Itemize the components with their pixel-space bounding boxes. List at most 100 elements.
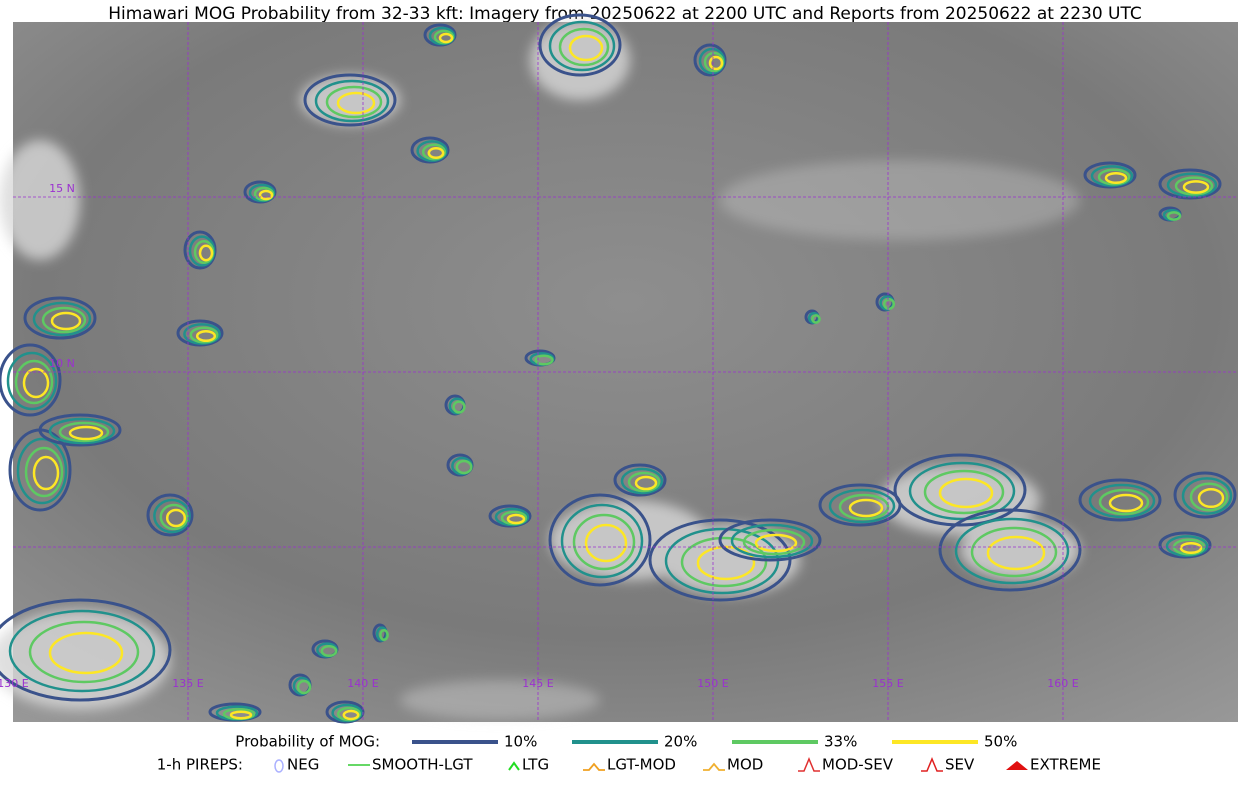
contour — [938, 477, 994, 509]
contour — [1166, 211, 1182, 221]
contour — [58, 421, 110, 443]
contour — [1179, 541, 1203, 555]
contour — [1083, 161, 1137, 189]
contour — [14, 359, 54, 405]
contour — [1090, 165, 1134, 187]
contour — [68, 425, 104, 441]
legend-label: 10% — [504, 733, 537, 751]
contour — [680, 536, 768, 588]
contour — [195, 329, 217, 343]
contour — [1166, 172, 1218, 198]
contour — [303, 73, 397, 127]
mog-contours — [0, 13, 1237, 724]
contour — [48, 631, 124, 675]
contour — [32, 301, 92, 337]
pirep-symbol — [508, 761, 520, 771]
lon-label: 135 E — [172, 677, 203, 690]
pirep-symbol — [583, 762, 605, 771]
contour — [189, 326, 219, 344]
contour — [718, 518, 822, 562]
contour — [320, 644, 338, 658]
contour — [258, 189, 274, 201]
contour — [416, 140, 448, 162]
pirep-label: SMOOTH-LGT — [372, 756, 473, 774]
contour — [1182, 180, 1210, 194]
contour — [438, 32, 454, 44]
contour — [1197, 487, 1225, 509]
contour — [848, 498, 884, 518]
legend-label: 33% — [824, 733, 857, 751]
legend-label: 50% — [984, 733, 1017, 751]
contour — [828, 488, 896, 524]
contour — [296, 679, 312, 695]
contour — [1097, 168, 1131, 186]
contour — [730, 523, 814, 559]
contour — [534, 354, 554, 366]
contour — [159, 503, 189, 531]
contour — [627, 471, 661, 493]
contour — [38, 413, 122, 447]
pirep-symbol — [921, 757, 943, 772]
legend-title: Probability of MOG: — [235, 733, 380, 751]
contour — [325, 85, 383, 119]
contour — [1189, 482, 1229, 512]
title: Himawari MOG Probability from 32-33 kft:… — [108, 4, 1142, 24]
graticule: 130 E 135 E 140 E 145 E 150 E 155 E 160 E 15 N 1… — [0, 22, 1238, 722]
pirep-label: LGT-MOD — [607, 756, 676, 774]
contour — [6, 351, 58, 411]
contour — [8, 609, 156, 693]
contour — [893, 453, 1027, 527]
contour — [908, 461, 1016, 521]
contour — [1104, 171, 1128, 185]
lon-label: 160 E — [1047, 677, 1078, 690]
contour — [48, 417, 116, 445]
contour — [165, 508, 187, 528]
contour — [16, 437, 68, 505]
contour — [1078, 478, 1162, 522]
contour — [198, 244, 214, 262]
contour — [620, 467, 664, 495]
contour — [954, 517, 1070, 585]
contour — [410, 136, 450, 164]
pirep-label: SEV — [945, 756, 975, 774]
pirep-label: MOD — [727, 756, 763, 774]
contour — [613, 463, 667, 497]
pirep-label: NEG — [287, 756, 319, 774]
contour — [41, 306, 87, 334]
contour — [146, 493, 194, 537]
contour — [584, 523, 628, 563]
contour — [882, 297, 896, 311]
contour — [28, 620, 140, 684]
contour — [183, 323, 221, 345]
pirep-label: EXTREME — [1030, 756, 1101, 774]
contour — [24, 446, 64, 498]
contour — [50, 311, 82, 331]
pireps-title: 1-h PIREPS: — [157, 756, 243, 774]
lat-label: 15 N — [49, 182, 75, 195]
pirep-symbol — [798, 757, 820, 772]
contour — [452, 400, 466, 414]
contour — [742, 528, 806, 556]
contour — [634, 475, 658, 491]
contour — [314, 79, 390, 123]
contour — [754, 533, 798, 553]
contour — [1165, 535, 1209, 557]
contour — [538, 13, 622, 77]
contour — [548, 493, 652, 587]
contour — [421, 143, 447, 161]
legend: Probability of MOG: 1-h PIREPS: 10% 20% 33… — [157, 733, 1101, 774]
contour — [560, 503, 644, 579]
contour — [986, 535, 1046, 571]
map: 130 E 135 E 140 E 145 E 150 E 155 E 160 E 15 N 1… — [0, 13, 1238, 724]
contour — [455, 459, 473, 475]
contour — [379, 628, 389, 642]
contour — [506, 513, 526, 525]
pirep-symbol — [274, 759, 284, 773]
contour — [1098, 488, 1150, 516]
contour — [0, 343, 62, 417]
contour — [648, 518, 792, 602]
contour — [970, 526, 1058, 578]
contour — [153, 498, 191, 534]
contour — [32, 455, 60, 491]
